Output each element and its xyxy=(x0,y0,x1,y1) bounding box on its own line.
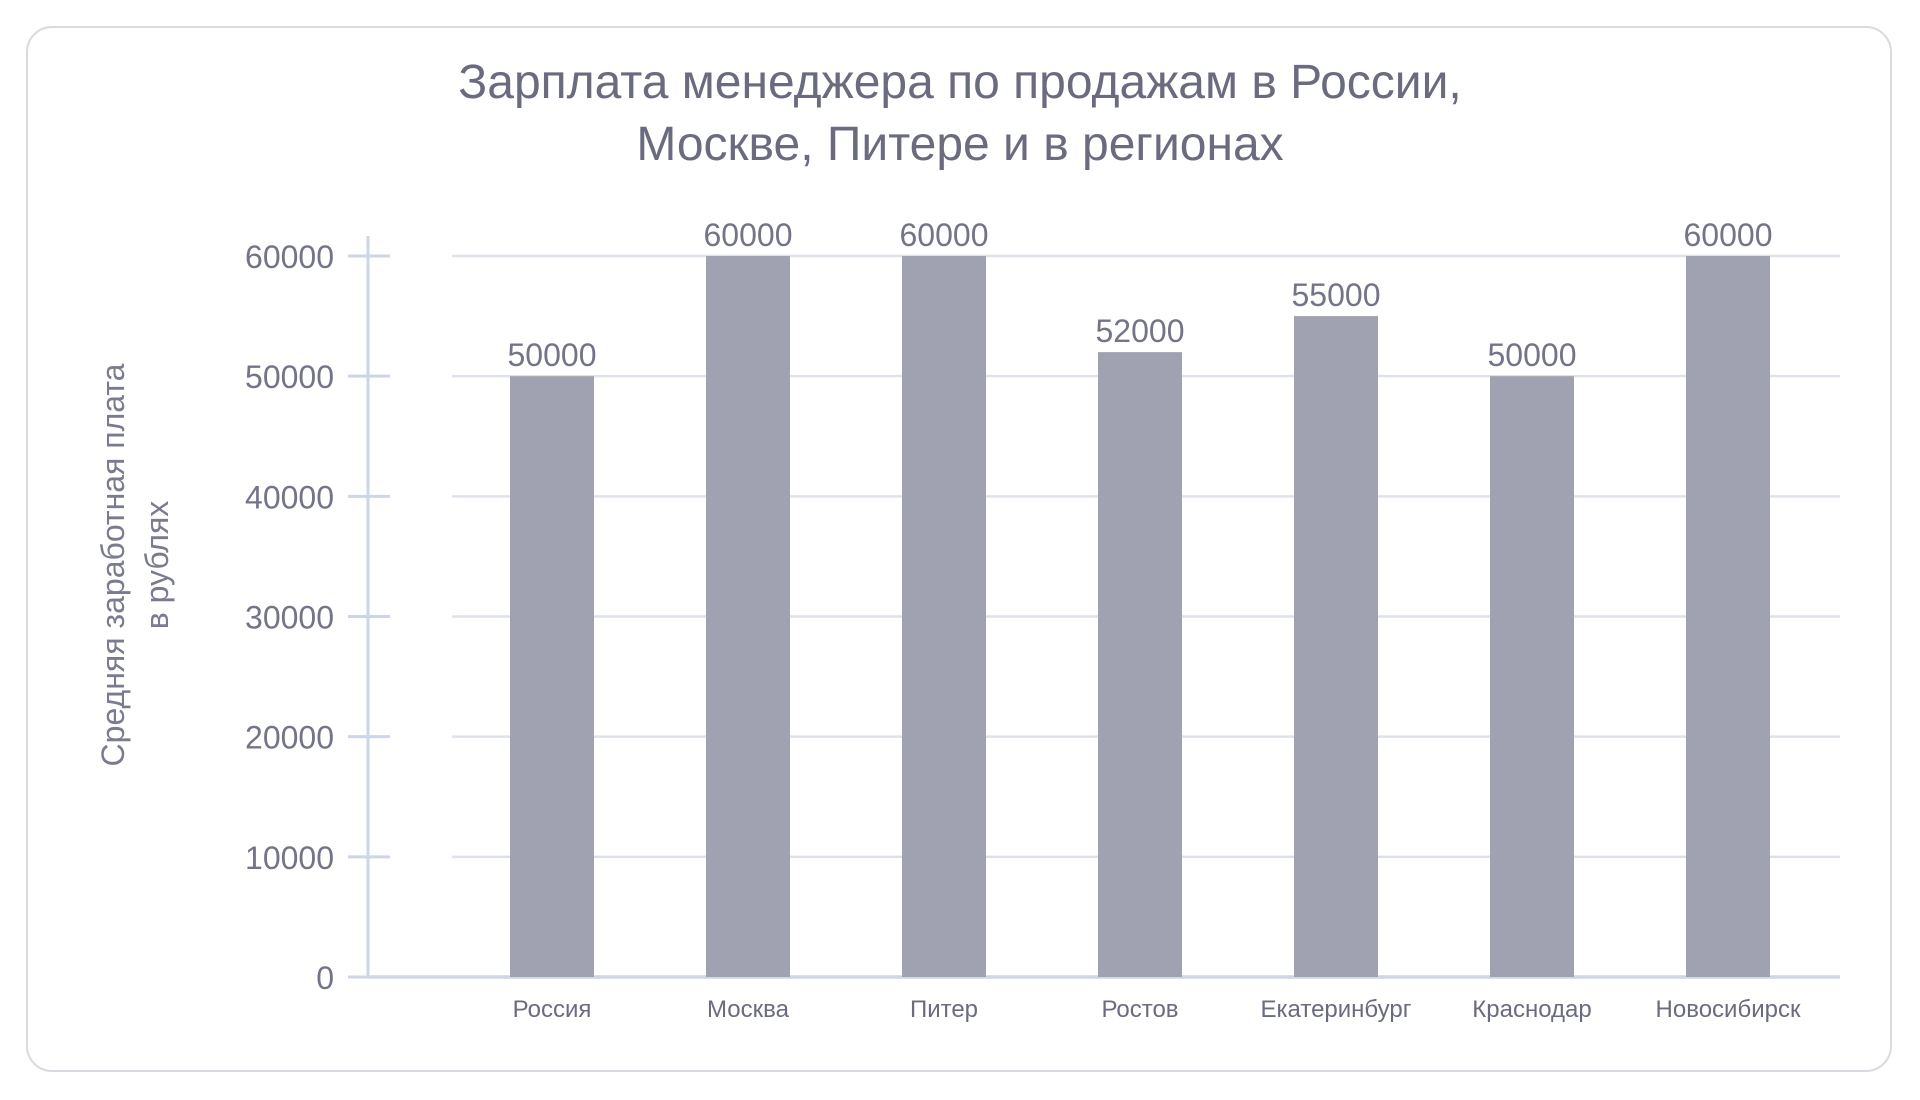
x-category-label: Питер xyxy=(910,996,978,1023)
chart-title-block: Зарплата менеджера по продажам в России,… xyxy=(0,52,1920,176)
bar-value-label: 50000 xyxy=(1488,337,1577,373)
x-category-label: Россия xyxy=(513,996,592,1023)
bar-6 xyxy=(1490,376,1574,978)
x-category-label: Новосибирск xyxy=(1656,996,1801,1023)
x-category-label: Москва xyxy=(707,996,790,1023)
y-tick-label: 20000 xyxy=(245,720,334,756)
bar-value-label: 60000 xyxy=(704,217,793,253)
chart-title: Зарплата менеджера по продажам в России, xyxy=(458,56,1462,109)
bar-value-label: 60000 xyxy=(900,217,989,253)
bar-3 xyxy=(902,256,986,977)
bar-value-label: 55000 xyxy=(1292,277,1381,313)
bar-value-label: 60000 xyxy=(1684,217,1773,253)
bar-1 xyxy=(510,376,594,978)
y-tick-label: 10000 xyxy=(245,840,334,876)
y-tick-label: 30000 xyxy=(245,600,334,636)
bar-2 xyxy=(706,256,790,977)
chart-subtitle: Москве, Питере и в регионах xyxy=(636,118,1284,171)
y-tick-label: 50000 xyxy=(245,359,334,395)
bar-4 xyxy=(1098,352,1182,978)
x-category-label: Краснодар xyxy=(1472,996,1591,1023)
bar-5 xyxy=(1294,316,1378,977)
y-tick-label: 0 xyxy=(316,960,334,996)
bar-value-label: 50000 xyxy=(508,337,597,373)
bar-value-label: 52000 xyxy=(1096,313,1185,349)
y-tick-label: 60000 xyxy=(245,239,334,275)
y-tick-label: 40000 xyxy=(245,479,334,515)
x-category-label: Екатеринбург xyxy=(1261,996,1412,1023)
x-category-label: Ростов xyxy=(1101,996,1178,1023)
bar-7 xyxy=(1686,256,1770,977)
